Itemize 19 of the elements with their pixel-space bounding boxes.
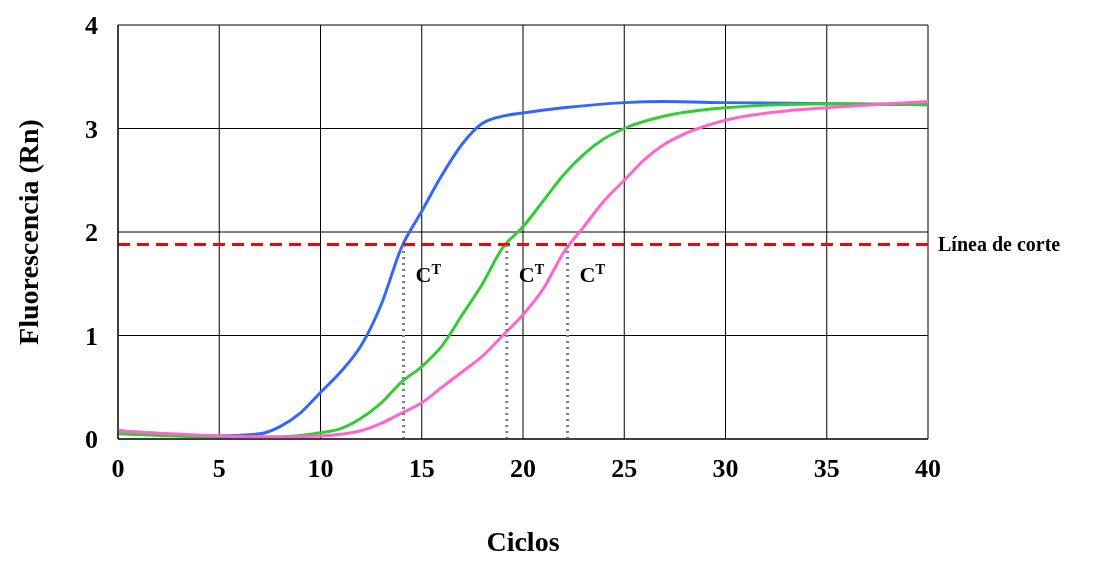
y-tick-label: 1 bbox=[85, 321, 98, 351]
x-tick-label: 30 bbox=[712, 454, 739, 484]
x-tick-label: 25 bbox=[611, 454, 638, 484]
y-tick-label: 4 bbox=[85, 11, 98, 41]
x-tick-label: 40 bbox=[915, 454, 941, 484]
y-tick-label: 0 bbox=[85, 425, 98, 455]
y-tick-label: 3 bbox=[85, 114, 98, 144]
ref-line-label: Línea de corte bbox=[938, 233, 1061, 256]
x-axis-title: Ciclos bbox=[486, 526, 560, 557]
ref-line-label: C$^{T}$ bbox=[579, 261, 606, 288]
x-tick-label: 35 bbox=[813, 454, 840, 484]
y-axis-title: Fluorescencia (Rn) bbox=[12, 119, 44, 345]
x-tick-label: 5 bbox=[212, 454, 226, 484]
x-tick-label: 15 bbox=[408, 454, 435, 484]
x-tick-label: 10 bbox=[307, 454, 334, 484]
ref-line-label: C$^{T}$ bbox=[518, 261, 545, 288]
y-tick-label: 2 bbox=[85, 218, 98, 248]
x-tick-label: 20 bbox=[510, 454, 536, 484]
x-tick-label: 0 bbox=[111, 454, 125, 484]
